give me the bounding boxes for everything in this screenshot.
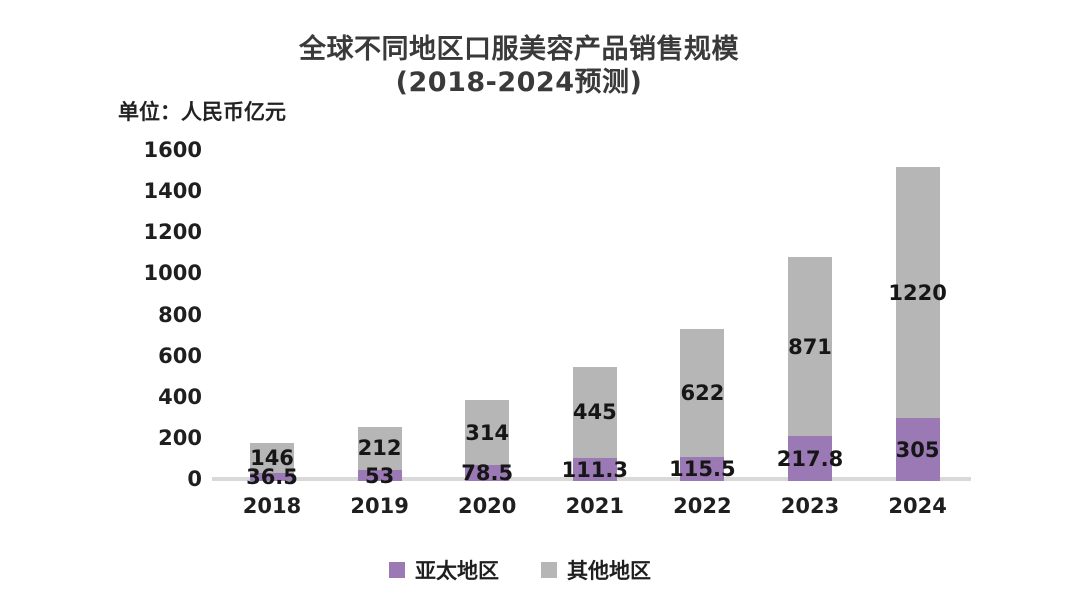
legend-label: 亚太地区 [415, 559, 499, 583]
bar-value-label-other-regions: 314 [465, 420, 510, 445]
bar-value-label-other-regions: 622 [680, 381, 725, 406]
bar-segment-asia-pacific [895, 418, 940, 481]
bar-segment-asia-pacific [788, 436, 832, 481]
bar-value-label-asia-pacific: 305 [895, 437, 940, 462]
bar-segment-other-regions [357, 426, 402, 471]
y-axis-tick-label: 200 [158, 425, 202, 450]
bar-segment-asia-pacific [572, 458, 617, 481]
legend-item-other-regions: 其他地区 [541, 555, 651, 585]
legend-item-asia-pacific: 亚太地区 [389, 555, 499, 585]
bar-value-label-other-regions: 146 [250, 446, 294, 471]
bar-value-label-other-regions: 871 [788, 334, 832, 359]
legend-swatch-asia-pacific [389, 562, 405, 578]
bar-segment-other-regions [788, 257, 832, 437]
y-axis-tick-label: 0 [187, 467, 202, 491]
y-axis-tick-label: 1000 [143, 261, 202, 286]
unit-label: 单位：人民币亿元 [118, 100, 286, 124]
bar-segment-asia-pacific [465, 464, 510, 481]
y-axis-tick-label: 1400 [143, 179, 202, 204]
y-axis-tick-label: 1600 [143, 138, 202, 163]
chart-title: 全球不同地区口服美容产品销售规模 (2018-2024预测) [0, 33, 1038, 99]
bar-segment-asia-pacific [680, 457, 725, 481]
x-axis-label: 2023 [780, 494, 840, 518]
bar-value-label-asia-pacific: 36.5 [246, 465, 298, 490]
bar-value-label-asia-pacific: 115.5 [669, 457, 736, 482]
y-axis-tick-label: 800 [158, 302, 202, 327]
chart-title-line1: 全球不同地区口服美容产品销售规模 [299, 34, 739, 65]
y-axis-tick-label: 400 [158, 384, 202, 409]
bar-value-label-other-regions: 212 [357, 436, 402, 461]
x-axis-label: 2022 [673, 494, 732, 518]
x-axis-label: 2024 [888, 494, 947, 518]
bar-segment-other-regions [895, 167, 940, 419]
bar-segment-asia-pacific [250, 473, 294, 481]
bar-value-label-other-regions: 1220 [888, 280, 947, 305]
bar-segment-other-regions [250, 443, 294, 474]
bar-value-label-asia-pacific: 78.5 [461, 460, 514, 485]
bar-value-label-asia-pacific: 111.3 [561, 457, 629, 482]
bar-segment-other-regions [680, 329, 725, 458]
bar-value-label-other-regions: 445 [572, 400, 617, 425]
legend-label: 其他地区 [567, 559, 651, 583]
chart-title-line2: (2018-2024预测) [395, 67, 643, 98]
x-axis-label: 2020 [457, 494, 517, 518]
x-axis-label: 2019 [350, 494, 409, 518]
bar-segment-other-regions [572, 366, 617, 459]
bar-value-label-asia-pacific: 217.8 [776, 446, 844, 471]
y-axis-tick-label: 1200 [143, 220, 202, 245]
bar-segment-asia-pacific [357, 470, 402, 481]
y-axis-tick-label: 600 [158, 343, 202, 368]
legend: 亚太地区 其他地区 [0, 555, 1040, 585]
x-axis-label: 2021 [565, 494, 625, 518]
bar-segment-other-regions [465, 400, 510, 465]
bar-value-label-asia-pacific: 53 [364, 463, 395, 488]
x-axis-label: 2018 [242, 494, 302, 518]
legend-swatch-other-regions [541, 562, 557, 578]
